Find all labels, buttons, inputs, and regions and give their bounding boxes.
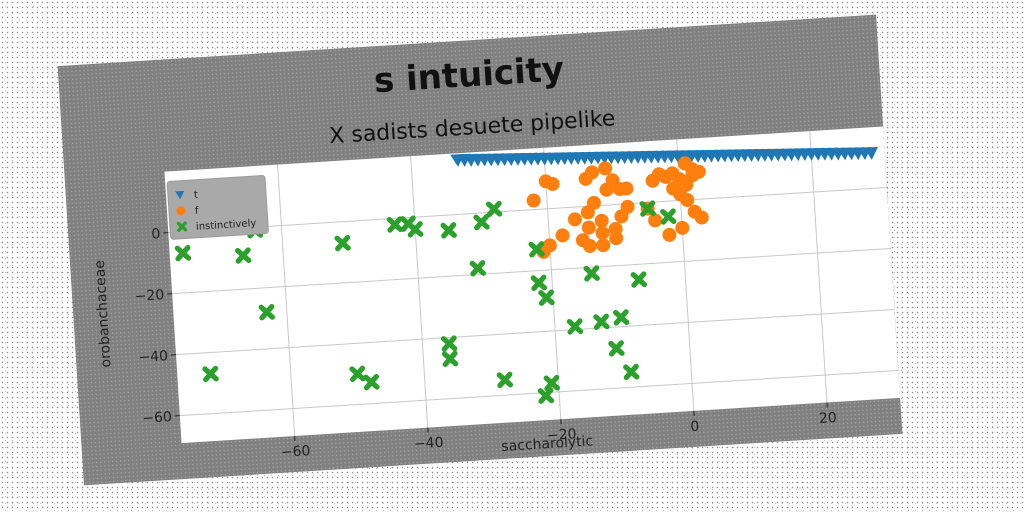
y-grid-line (172, 247, 891, 295)
data-point (555, 228, 570, 243)
legend-label: f (195, 206, 200, 217)
x-axis-label: saccharolytic (501, 433, 594, 455)
data-point (864, 146, 878, 160)
plot-area (164, 126, 901, 444)
data-point (543, 374, 561, 392)
data-point (586, 195, 601, 210)
scatter-chart: s intuicity X sadists desuete pipelike −… (92, 49, 901, 461)
axis-ticks: −60 −40 −20 0 20 0 −20 −40 −60 (134, 226, 838, 461)
x-tick-label: −60 (280, 443, 310, 461)
data-point (469, 260, 487, 277)
data-point (595, 225, 610, 240)
data-point (235, 247, 252, 264)
data-point (619, 181, 634, 196)
data-point (608, 222, 623, 237)
legend-box (166, 175, 269, 240)
data-point (174, 244, 192, 262)
data-point (608, 340, 625, 357)
x-tick-label: 0 (690, 419, 700, 436)
y-tick-label: 0 (151, 226, 161, 243)
legend-marker (176, 221, 188, 232)
y-axis-label: orobanchaceae (92, 260, 115, 368)
data-point (567, 212, 582, 227)
data-point (538, 289, 555, 306)
legend-label: instinctively (196, 218, 257, 233)
data-point (614, 209, 629, 224)
data-point (680, 193, 695, 208)
legend-marker (176, 206, 186, 216)
data-point (582, 238, 597, 253)
data-point (496, 371, 514, 389)
data-point (594, 213, 609, 228)
data-point (662, 227, 677, 242)
data-point (440, 335, 458, 352)
data-point (202, 365, 219, 383)
x-grid-line (410, 156, 429, 428)
data-point (675, 220, 690, 235)
data-point (545, 176, 560, 191)
y-grid-line (175, 308, 895, 356)
data-point (441, 350, 459, 368)
y-tick-label: −60 (142, 409, 172, 427)
data-point (363, 373, 380, 391)
y-tick-label: −20 (134, 287, 164, 305)
data-point (566, 318, 584, 335)
data-point (639, 200, 656, 217)
data-point (694, 210, 709, 225)
data-point (585, 165, 600, 180)
x-grid-line (809, 131, 828, 403)
data-point (440, 222, 457, 239)
data-point (485, 200, 503, 218)
legend-marker (175, 190, 185, 200)
data-point (528, 241, 545, 258)
data-point (598, 161, 613, 176)
chart-subtitle: X sadists desuete pipelike (329, 106, 617, 149)
data-point (258, 304, 276, 321)
data-point (537, 387, 555, 404)
chart-figure: s intuicity X sadists desuete pipelike −… (57, 14, 903, 486)
data-point (596, 238, 611, 253)
legend-label: t (194, 190, 199, 201)
data-point (473, 213, 490, 231)
data-point (334, 234, 351, 252)
data-point (612, 309, 630, 326)
y-grid-line (168, 186, 887, 234)
x-grid-line (543, 147, 562, 420)
data-point (599, 182, 614, 197)
data-point (526, 193, 541, 208)
data-point (660, 208, 677, 225)
x-tick-label: −20 (547, 426, 577, 444)
data-point (593, 313, 610, 330)
data-point (648, 213, 663, 228)
data-points (174, 146, 878, 404)
data-point (581, 220, 596, 235)
data-point (691, 164, 706, 179)
chart-title: s intuicity (373, 49, 565, 101)
data-point (407, 221, 424, 238)
x-tick-label: 20 (819, 410, 838, 427)
series-t (450, 146, 878, 167)
data-point (630, 271, 648, 288)
y-tick-label: −40 (138, 348, 168, 366)
data-point (530, 274, 548, 292)
data-point (386, 216, 404, 233)
x-grid-line (277, 164, 296, 437)
data-point (583, 265, 600, 282)
data-point (349, 365, 366, 383)
series-instinctively (174, 200, 677, 404)
x-tick-label: −40 (413, 435, 443, 453)
data-point (623, 363, 640, 381)
